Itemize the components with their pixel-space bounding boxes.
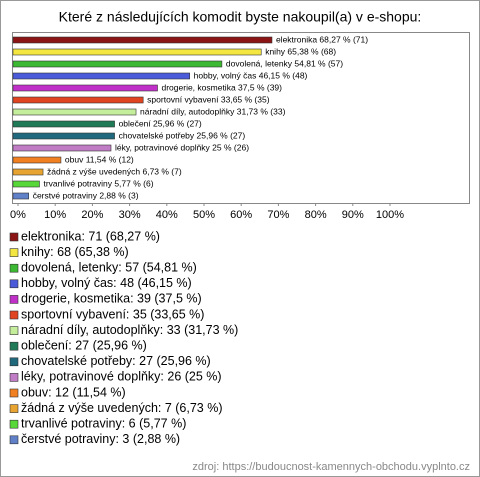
legend-label: sportovní vybavení: 35 (33,65 %): [21, 307, 204, 321]
legend-swatch: [9, 263, 19, 273]
legend-label: elektronika: 71 (68,27 %): [21, 229, 160, 243]
legend-swatch: [9, 435, 19, 445]
value-label: drogerie, kosmetika 37,5 % (39): [162, 82, 283, 92]
legend-label: oblečení: 27 (25,96 %): [21, 338, 147, 352]
bar: [12, 120, 115, 128]
chart-title: Které z následujících komodit byste nako…: [59, 9, 422, 25]
bar: [12, 192, 30, 200]
x-tick-label: 30%: [119, 209, 141, 221]
bar: [12, 108, 137, 116]
legend-swatch: [9, 404, 19, 413]
bar: [12, 72, 190, 80]
value-label: oblečení 25,96 % (27): [119, 118, 202, 128]
value-label: knihy 65,38 % (68): [265, 46, 336, 56]
legend-swatch: [9, 373, 19, 382]
legend-swatch: [9, 341, 19, 351]
x-tick-label: 0%: [10, 209, 26, 221]
x-tick-label: 60%: [230, 209, 252, 221]
legend-swatch: [9, 326, 19, 335]
legend-swatch: [9, 279, 19, 289]
bar: [12, 48, 262, 56]
legend-label: hobby, volný čas: 48 (46,15 %): [21, 276, 192, 290]
legend-swatch: [9, 419, 19, 429]
bar: [12, 156, 62, 164]
value-label: žádná z výše uvedených 6,73 % (7): [47, 166, 182, 176]
x-tick-label: 100%: [376, 209, 404, 221]
legend-label: knihy: 68 (65,38 %): [21, 245, 129, 259]
bar: [12, 144, 112, 152]
legend-label: chovatelské potřeby: 27 (25,96 %): [21, 354, 211, 368]
bar: [12, 96, 144, 104]
legend-label: čerstvé potraviny: 3 (2,88 %): [21, 432, 180, 446]
value-label: léky, potravinové doplňky 25 % (26): [115, 142, 249, 152]
legend-label: drogerie, kosmetika: 39 (37,5 %): [21, 292, 202, 306]
legend-swatch: [9, 357, 19, 367]
x-tick-label: 70%: [267, 209, 289, 221]
legend-swatch: [9, 295, 19, 304]
legend-swatch: [9, 232, 19, 242]
x-tick-label: 80%: [305, 209, 327, 221]
legend-label: žádná z výše uvedených: 7 (6,73 %): [21, 401, 223, 415]
legend-label: náradní díly, autodoplňky: 33 (31,73 %): [21, 323, 238, 337]
bar: [12, 60, 223, 68]
x-tick-label: 90%: [342, 209, 364, 221]
source: zdroj: https://budoucnost-kamennych-obch…: [192, 461, 470, 473]
x-tick-label: 40%: [156, 209, 178, 221]
value-label: obuv 11,54 % (12): [65, 154, 134, 164]
value-label: elektronika 68,27 % (71): [276, 34, 368, 44]
bar: [12, 84, 158, 92]
value-label: chovatelské potřeby 25,96 % (27): [119, 130, 246, 140]
bar: [12, 132, 115, 140]
value-label: dovolená, letenky 54,81 % (57): [226, 58, 343, 68]
x-tick-label: 50%: [193, 209, 215, 221]
legend-swatch: [9, 310, 19, 320]
value-label: sportovní vybavení 33,65 % (35): [147, 94, 270, 104]
value-label: hobby, volný čas 46,15 % (48): [194, 70, 308, 80]
legend-label: léky, potravinové doplňky: 26 (25 %): [21, 370, 222, 384]
bar: [12, 168, 44, 176]
legend-label: obuv: 12 (11,54 %): [21, 385, 126, 399]
bar: [12, 36, 273, 44]
value-label: náradní díly, autodoplňky 31,73 % (33): [140, 106, 286, 116]
value-label: čerstvé potraviny 2,88 % (3): [33, 190, 139, 200]
legend-swatch: [9, 388, 19, 398]
legend-label: trvanlivé potraviny: 6 (5,77 %): [21, 416, 186, 430]
value-label: trvanlivé potraviny 5,77 % (6): [43, 178, 153, 188]
legend-label: dovolená, letenky: 57 (54,81 %): [21, 260, 197, 274]
x-tick-label: 10%: [44, 209, 66, 221]
legend-swatch: [9, 248, 19, 257]
bar: [12, 180, 40, 188]
x-tick-label: 20%: [81, 209, 103, 221]
